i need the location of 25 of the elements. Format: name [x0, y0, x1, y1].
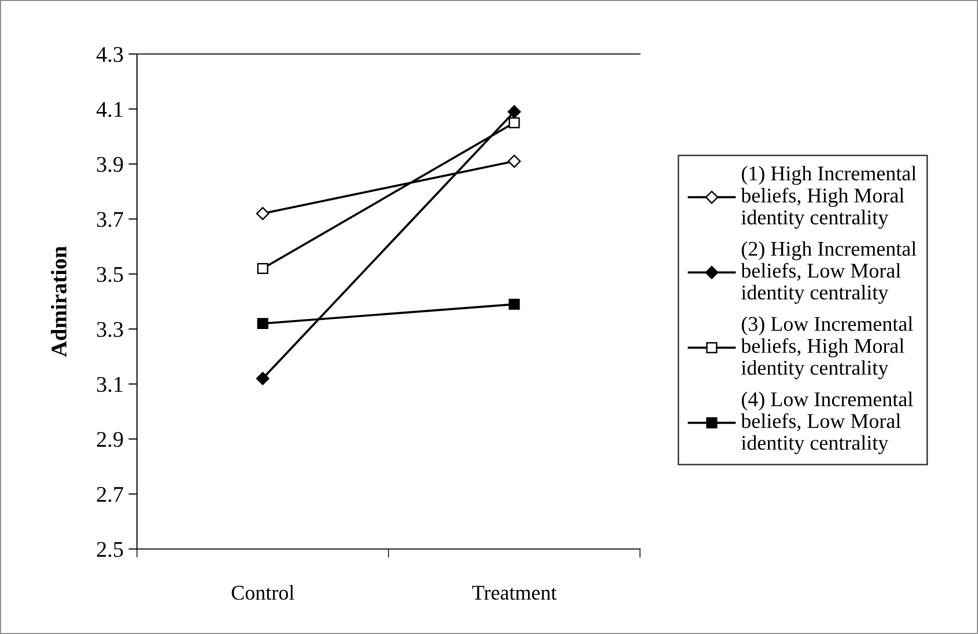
- y-tick-label: 3.5: [97, 266, 123, 282]
- y-tick-label: 4.1: [96, 102, 122, 118]
- y-tick-label: 3.3: [97, 322, 123, 338]
- x-tick-label: Treatment: [472, 586, 557, 600]
- y-tick-label: 2.7: [97, 486, 124, 502]
- point: [508, 105, 521, 118]
- legend-label: (4) Low Incremental beliefs, Low Moral identity centrality: [740, 392, 913, 454]
- point: [508, 298, 520, 310]
- point: [508, 154, 521, 168]
- y-tick-label: 4.3: [96, 46, 123, 62]
- legend-label: (2) High Incremental beliefs, Low Moral identity centrality: [740, 241, 916, 304]
- y-tick-label: 3.7: [97, 212, 124, 228]
- legend-label: (1) High Incremental beliefs, High Moral identity centrality: [740, 166, 916, 229]
- y-tick-label: 2.5: [97, 542, 123, 558]
- point: [257, 262, 268, 274]
- y-axis-title: Admiration: [50, 246, 67, 357]
- y-tick-label: 2.9: [97, 432, 123, 448]
- y-tick-label: 3.9: [97, 156, 123, 172]
- point: [256, 206, 270, 220]
- point: [256, 372, 270, 386]
- point: [257, 318, 268, 330]
- x-tick-label: Control: [232, 585, 294, 600]
- legend-label: (3) Low Incremental beliefs, High Moral identity centrality: [740, 316, 913, 380]
- point: [508, 117, 520, 128]
- y-tick-label: 3.1: [97, 376, 122, 392]
